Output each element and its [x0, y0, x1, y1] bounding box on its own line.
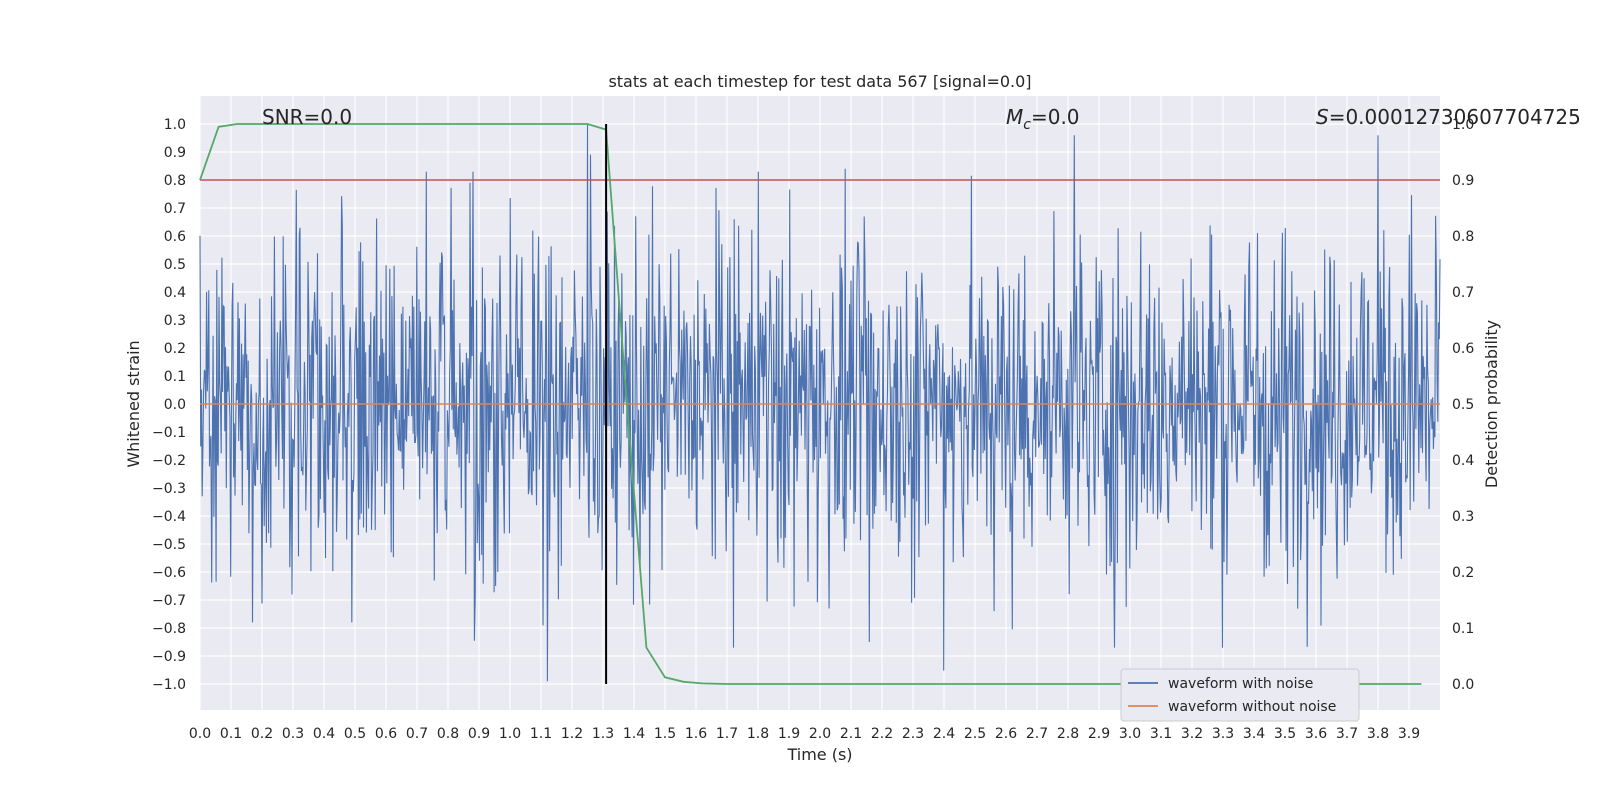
x-tick-label: 0.5	[344, 726, 366, 742]
x-tick-label: 0.0	[189, 726, 211, 742]
x-tick-label: 3.4	[1243, 726, 1265, 742]
left-y-tick-label: −0.7	[152, 593, 186, 609]
s-value: =0.00012730607704725	[1329, 105, 1581, 129]
right-y-tick-label: 1.0	[1452, 117, 1474, 133]
x-tick-label: 3.2	[1181, 726, 1203, 742]
x-tick-label: 2.6	[995, 726, 1017, 742]
x-tick-label: 0.1	[220, 726, 242, 742]
x-tick-label: 0.9	[468, 726, 490, 742]
x-tick-label: 3.1	[1150, 726, 1172, 742]
left-y-tick-label: 0.8	[164, 173, 186, 189]
x-tick-label: 1.7	[716, 726, 738, 742]
right-y-tick-label: 0.9	[1452, 173, 1474, 189]
right-y-tick-label: 0.3	[1452, 509, 1474, 525]
left-y-tick-label: −0.2	[152, 453, 186, 469]
legend: waveform with noise waveform without noi…	[1120, 668, 1360, 722]
left-y-tick-label: 1.0	[164, 117, 186, 133]
left-y-axis-ticks: 1.0 0.9 0.8 0.7 0.6 0.5 0.4 0.3 0.2 0.1 0.0 −0.1 −0.…	[152, 117, 186, 693]
detection-probability-line	[199, 123, 1422, 685]
left-y-tick-label: −0.9	[152, 649, 186, 665]
left-y-tick-label: −0.4	[152, 509, 186, 525]
s-symbol: S	[1316, 105, 1329, 129]
x-tick-label: 0.2	[251, 726, 273, 742]
legend-label-waveform-with-noise: waveform with noise	[1168, 676, 1313, 692]
waveform-with-noise-series	[199, 123, 1441, 682]
x-tick-label: 2.8	[1057, 726, 1079, 742]
left-y-tick-label: −0.5	[152, 537, 186, 553]
left-y-tick-label: −0.3	[152, 481, 186, 497]
left-y-axis-label: Whitened strain	[124, 340, 143, 467]
x-tick-label: 0.7	[406, 726, 428, 742]
left-y-tick-label: 0.7	[164, 201, 186, 217]
left-y-tick-label: 0.2	[164, 341, 186, 357]
waveform-with-noise-line	[199, 123, 1441, 682]
x-tick-label: 2.7	[1026, 726, 1048, 742]
x-tick-label: 1.8	[747, 726, 769, 742]
x-tick-label: 3.5	[1274, 726, 1296, 742]
right-y-tick-label: 0.2	[1452, 565, 1474, 581]
x-tick-label: 1.3	[592, 726, 614, 742]
x-tick-label: 3.8	[1367, 726, 1389, 742]
right-y-tick-label: 0.4	[1452, 453, 1474, 469]
x-tick-label: 2.4	[933, 726, 955, 742]
left-y-tick-label: 0.3	[164, 313, 186, 329]
legend-label-waveform-without-noise: waveform without noise	[1168, 699, 1336, 715]
left-y-tick-label: 0.9	[164, 145, 186, 161]
right-y-tick-label: 0.8	[1452, 229, 1474, 245]
right-y-tick-label: 0.6	[1452, 341, 1474, 357]
chirp-mass-subscript: c	[1023, 117, 1031, 133]
right-y-axis-ticks: 1.0 0.9 0.8 0.7 0.6 0.5 0.4 0.3 0.2 0.1 0.0	[1452, 117, 1474, 693]
x-tick-label: 2.1	[840, 726, 862, 742]
legend-box	[1120, 668, 1360, 722]
right-y-axis-label: Detection probability	[1482, 320, 1501, 488]
left-y-tick-label: −0.1	[152, 425, 186, 441]
x-tick-label: 1.5	[654, 726, 676, 742]
left-y-tick-label: 0.5	[164, 257, 186, 273]
right-y-tick-label: 0.1	[1452, 621, 1474, 637]
chirp-mass-symbol: M	[1006, 105, 1023, 129]
x-tick-label: 0.8	[437, 726, 459, 742]
chart-title: stats at each timestep for test data 567…	[608, 72, 1031, 91]
x-tick-label: 2.0	[809, 726, 831, 742]
x-tick-label: 1.2	[561, 726, 583, 742]
left-y-tick-label: 0.0	[164, 397, 186, 413]
x-tick-label: 2.3	[902, 726, 924, 742]
x-tick-label: 1.4	[623, 726, 645, 742]
left-y-tick-label: 0.4	[164, 285, 186, 301]
left-y-tick-label: −1.0	[152, 677, 186, 693]
x-tick-label: 3.9	[1398, 726, 1420, 742]
x-tick-label: 1.9	[778, 726, 800, 742]
left-y-tick-label: 0.6	[164, 229, 186, 245]
x-tick-label: 3.0	[1119, 726, 1141, 742]
snr-annotation: SNR=0.0	[262, 105, 352, 129]
x-tick-label: 2.9	[1088, 726, 1110, 742]
s-annotation: S=0.00012730607704725	[1316, 105, 1581, 129]
x-tick-label: 0.4	[313, 726, 335, 742]
chirp-mass-value: =0.0	[1031, 105, 1080, 129]
x-tick-label: 1.0	[499, 726, 521, 742]
x-tick-label: 1.1	[530, 726, 552, 742]
left-y-tick-label: 0.1	[164, 369, 186, 385]
left-y-tick-label: −0.6	[152, 565, 186, 581]
x-tick-label: 3.7	[1336, 726, 1358, 742]
x-tick-label: 2.5	[964, 726, 986, 742]
right-y-tick-label: 0.0	[1452, 677, 1474, 693]
right-y-tick-label: 0.7	[1452, 285, 1474, 301]
x-axis-ticks: 0.0 0.1 0.2 0.3 0.4 0.5 0.6 0.7 0.8 0.9 1.0 1.1 1.2 1…	[189, 726, 1420, 742]
left-y-tick-label: −0.8	[152, 621, 186, 637]
x-tick-label: 2.2	[871, 726, 893, 742]
chirp-mass-annotation: Mc=0.0	[1006, 105, 1080, 133]
x-tick-label: 1.6	[685, 726, 707, 742]
x-axis-label: Time (s)	[786, 745, 852, 764]
right-y-tick-label: 0.5	[1452, 397, 1474, 413]
x-tick-label: 3.6	[1305, 726, 1327, 742]
x-tick-label: 3.3	[1212, 726, 1234, 742]
x-tick-label: 0.3	[282, 726, 304, 742]
x-tick-label: 0.6	[375, 726, 397, 742]
